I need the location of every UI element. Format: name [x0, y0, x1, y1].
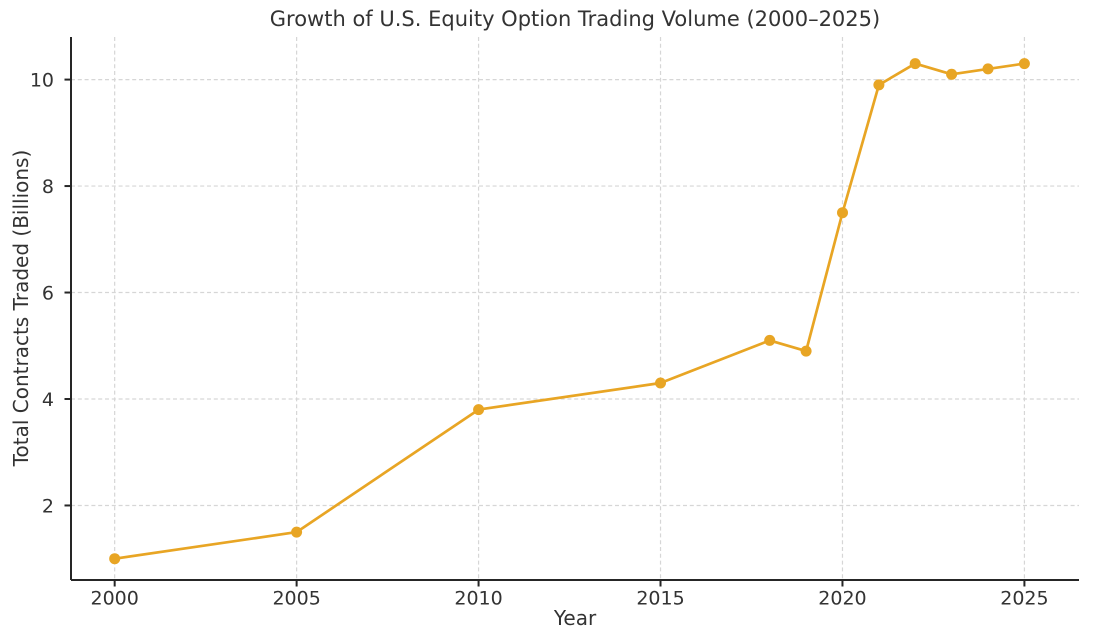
x-tick-label: 2025 — [1000, 588, 1048, 610]
data-point — [982, 63, 994, 75]
y-tick-label: 10 — [30, 70, 54, 92]
y-tick-label: 4 — [42, 389, 54, 411]
data-point — [946, 68, 958, 80]
data-point — [909, 58, 921, 70]
data-point — [800, 345, 812, 357]
y-axis-label: Total Contracts Traded (Billions) — [9, 149, 33, 467]
data-point — [109, 553, 121, 565]
x-axis-label: Year — [553, 606, 597, 630]
axes: 2000 2005 2010 2015 2020 2025 2 4 6 8 10 — [30, 37, 1079, 610]
data-point — [837, 207, 848, 219]
x-tick-label: 2020 — [818, 588, 866, 610]
data-point — [655, 377, 666, 389]
y-tick-label: 6 — [42, 283, 54, 305]
y-tick-label: 2 — [42, 495, 54, 517]
x-tick-label: 2000 — [90, 588, 138, 610]
data-point — [473, 404, 485, 416]
y-tick-label: 8 — [42, 176, 54, 198]
data-series — [109, 58, 1030, 565]
chart-title: Growth of U.S. Equity Option Trading Vol… — [269, 7, 881, 31]
gridlines — [71, 37, 1079, 580]
x-tick-label: 2015 — [636, 588, 684, 610]
data-point — [1018, 58, 1030, 70]
data-point — [873, 79, 885, 91]
x-tick-label: 2005 — [272, 588, 320, 610]
data-point — [764, 334, 776, 346]
data-point — [291, 526, 303, 538]
x-tick-label: 2010 — [454, 588, 502, 610]
data-line — [113, 62, 1026, 561]
